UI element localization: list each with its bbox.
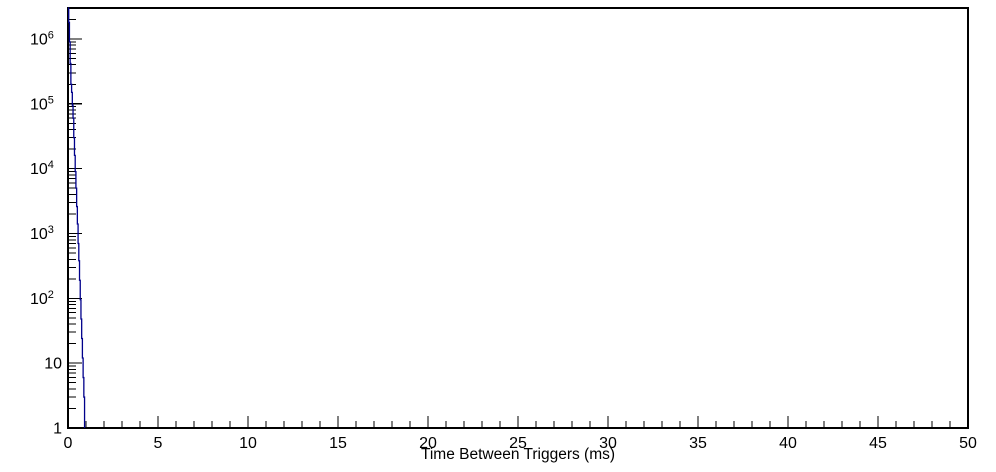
histogram-step-curve — [68, 7, 86, 428]
data-series-group — [68, 7, 86, 428]
x-axis-tick-labels: 0 5 10 15 20 25 30 35 40 45 50 — [64, 435, 977, 452]
x-axis-title: Time Between Triggers (ms) — [421, 446, 615, 463]
x-tick-label: 25 — [509, 435, 527, 452]
y-tick-label: 1 — [53, 421, 62, 438]
y-tick-label: 105 — [30, 94, 54, 113]
x-tick-label: 0 — [64, 435, 73, 452]
x-tick-label: 40 — [779, 435, 797, 452]
x-tick-label: 30 — [599, 435, 617, 452]
x-tick-label: 20 — [419, 435, 437, 452]
y-tick-label: 103 — [30, 224, 54, 243]
x-tick-label: 45 — [869, 435, 887, 452]
x-tick-label: 15 — [329, 435, 347, 452]
plot-frame — [67, 7, 969, 429]
y-tick-label: 104 — [30, 159, 54, 178]
x-tick-label: 5 — [154, 435, 163, 452]
x-tick-label: 35 — [689, 435, 707, 452]
x-tick-label: 10 — [239, 435, 257, 452]
x-tick-label: 50 — [959, 435, 977, 452]
frame-border — [67, 7, 969, 429]
y-tick-label: 10 — [44, 356, 62, 373]
y-axis-tick-labels: 1 10 102 103 104 105 106 — [30, 29, 62, 437]
y-tick-label: 106 — [30, 29, 54, 48]
x-axis-ticks — [67, 416, 969, 428]
y-tick-label: 102 — [30, 289, 54, 308]
y-axis-ticks — [68, 7, 82, 429]
